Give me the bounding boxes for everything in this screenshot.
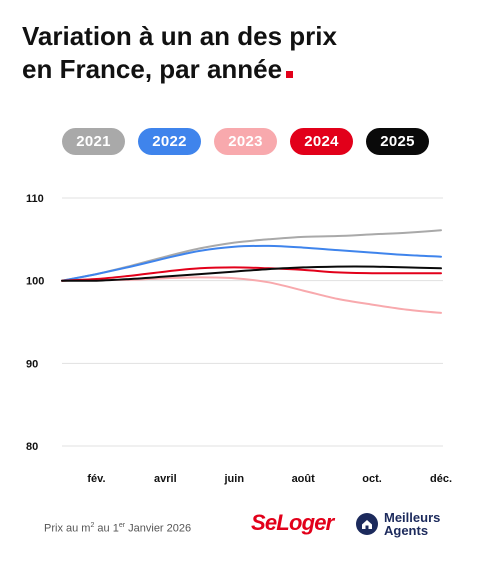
x-tick-label-9: oct. [362,473,382,485]
x-tick-label-11: déc. [430,473,452,485]
legend-item-2023: 2023 [214,128,277,155]
red-square-icon [286,71,294,78]
legend-item-2025: 2025 [366,128,429,155]
legend: 2021 2022 2023 2024 2025 [62,128,429,155]
meilleurs-agents-text: Meilleurs Agents [384,511,440,537]
chart-title: Variation à un an des prix en France, pa… [22,20,462,86]
footer-sup-2: 2 [90,522,95,529]
series-line-2022 [61,244,442,282]
legend-item-2024: 2024 [290,128,353,155]
x-tick-label-3: avril [154,473,177,485]
x-tick-label-1: fév. [87,473,105,485]
title-line-2: en France, par année [22,54,283,84]
x-tick-label-7: août [292,473,316,485]
title-line-1: Variation à un an des prix [22,21,337,51]
footer-suffix: Janvier 2026 [125,522,192,535]
legend-item-2021: 2021 [62,128,125,155]
y-tick-label-80: 80 [26,441,38,453]
meilleurs-agents-logo: Meilleurs Agents [355,511,440,537]
x-tick-label-5: juin [223,473,244,485]
y-tick-label-110: 110 [26,193,44,205]
house-pin-icon [356,513,378,535]
y-tick-label-100: 100 [26,276,44,288]
series-line-2023 [61,276,442,314]
footer-note: Prix au m2 au 1er Janvier 2026 [44,522,191,535]
footer-middle: au 1 [94,522,119,535]
series-line-2025 [61,265,442,282]
y-tick-label-90: 90 [26,358,38,370]
meilleurs-agents-line-2: Agents [384,523,429,538]
footer-sup-er: er [118,522,126,529]
meilleurs-agents-line-1: Meilleurs [384,510,441,525]
series-line-2024 [61,266,442,282]
seloger-logo: SeLoger [251,510,334,535]
legend-item-2022: 2022 [138,128,201,155]
footer-prefix: Prix au m [44,522,91,535]
